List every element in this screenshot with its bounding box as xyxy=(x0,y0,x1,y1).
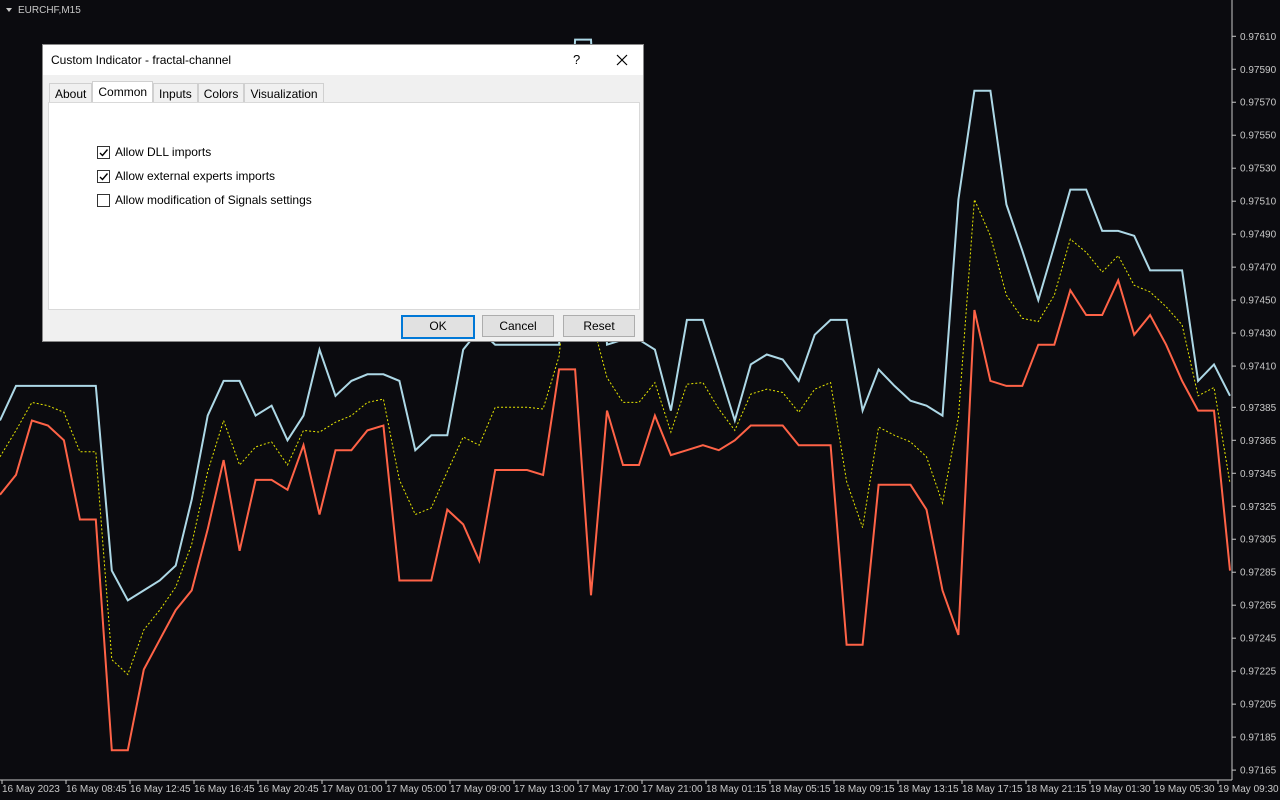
y-tick-label: 0.97325 xyxy=(1240,502,1277,513)
y-tick-label: 0.97490 xyxy=(1240,230,1277,241)
checkbox[interactable] xyxy=(97,193,110,207)
indicator-dialog: Custom Indicator - fractal-channel ? Abo… xyxy=(42,44,644,342)
option-label: Allow external experts imports xyxy=(115,169,276,183)
tab-panel: Allow DLL imports Allow external experts … xyxy=(48,102,640,310)
y-tick-label: 0.97265 xyxy=(1240,601,1277,612)
check-mark xyxy=(99,172,109,181)
x-tick-label: 17 May 05:00 xyxy=(386,784,447,795)
y-tick-label: 0.97530 xyxy=(1240,164,1277,175)
y-tick-label: 0.97610 xyxy=(1240,32,1277,43)
option-label: Allow DLL imports xyxy=(115,145,212,159)
help-button[interactable]: ? xyxy=(573,52,581,67)
x-tick-label: 18 May 01:15 xyxy=(706,784,767,795)
checkbox[interactable] xyxy=(97,145,110,159)
y-tick-label: 0.97245 xyxy=(1240,634,1277,645)
button[interactable]: OK xyxy=(401,315,475,339)
tab[interactable]: About xyxy=(49,83,93,104)
y-tick-label: 0.97285 xyxy=(1240,568,1277,579)
y-tick-label: 0.97590 xyxy=(1240,65,1277,76)
y-tick-label: 0.97410 xyxy=(1240,362,1277,373)
y-tick-label: 0.97165 xyxy=(1240,766,1277,777)
check-mark xyxy=(99,148,109,157)
x-tick-label: 19 May 05:30 xyxy=(1154,784,1215,795)
y-tick-label: 0.97510 xyxy=(1240,197,1277,208)
y-tick-label: 0.97185 xyxy=(1240,733,1277,744)
x-tick-label: 16 May 12:45 xyxy=(130,784,191,795)
close-button[interactable] xyxy=(616,54,628,66)
button[interactable]: Cancel xyxy=(482,315,554,337)
x-tick-label: 18 May 21:15 xyxy=(1026,784,1087,795)
x-tick-label: 16 May 20:45 xyxy=(258,784,319,795)
y-tick-label: 0.97345 xyxy=(1240,469,1277,480)
x-tick-label: 16 May 16:45 xyxy=(194,784,255,795)
y-tick-label: 0.97365 xyxy=(1240,436,1277,447)
x-tick-label: 16 May 08:45 xyxy=(66,784,127,795)
channel-line xyxy=(0,38,1231,602)
tab[interactable]: Inputs xyxy=(153,83,198,104)
tab[interactable]: Common xyxy=(92,81,154,104)
x-tick-label: 17 May 01:00 xyxy=(322,784,383,795)
y-tick-label: 0.97470 xyxy=(1240,263,1277,274)
button[interactable]: Reset xyxy=(563,315,635,337)
x-tick-label: 17 May 13:00 xyxy=(514,784,575,795)
y-tick-label: 0.97205 xyxy=(1240,700,1277,711)
option-label: Allow modification of Signals settings xyxy=(115,193,312,207)
y-tick-label: 0.97385 xyxy=(1240,403,1277,414)
x-tick-label: 18 May 05:15 xyxy=(770,784,831,795)
y-tick-label: 0.97570 xyxy=(1240,98,1277,109)
x-tick-label: 18 May 17:15 xyxy=(962,784,1023,795)
symbol-label: EURCHF,M15 xyxy=(18,5,81,16)
dialog-title: Custom Indicator - fractal-channel xyxy=(51,53,232,67)
x-tick-label: 17 May 17:00 xyxy=(578,784,639,795)
tab-bar: About Common Inputs Colors Visualization xyxy=(49,81,324,104)
tab[interactable]: Visualization xyxy=(244,83,324,104)
tab[interactable]: Colors xyxy=(197,83,245,104)
option[interactable]: Allow external experts imports xyxy=(97,169,275,183)
x-tick-label: 17 May 21:00 xyxy=(642,784,703,795)
checkbox[interactable] xyxy=(97,169,110,183)
y-tick-label: 0.97305 xyxy=(1240,535,1277,546)
x-tick-label: 18 May 09:15 xyxy=(834,784,895,795)
title-bar: Custom Indicator - fractal-channel ? xyxy=(43,45,643,75)
channel-line xyxy=(0,199,1231,676)
symbol-menu-icon[interactable] xyxy=(6,8,12,12)
x-tick-label: 19 May 09:30 xyxy=(1218,784,1279,795)
x-tick-label: 19 May 01:30 xyxy=(1090,784,1151,795)
x-tick-label: 18 May 13:15 xyxy=(898,784,959,795)
x-tick-label: 17 May 09:00 xyxy=(450,784,511,795)
x-tick-label: 16 May 2023 xyxy=(2,784,60,795)
y-tick-label: 0.97450 xyxy=(1240,296,1277,307)
option[interactable]: Allow DLL imports xyxy=(97,145,211,159)
option[interactable]: Allow modification of Signals settings xyxy=(97,193,312,207)
y-tick-label: 0.97225 xyxy=(1240,667,1277,678)
channel-line xyxy=(0,277,1231,752)
y-tick-label: 0.97550 xyxy=(1240,131,1277,142)
y-tick-label: 0.97430 xyxy=(1240,329,1277,340)
